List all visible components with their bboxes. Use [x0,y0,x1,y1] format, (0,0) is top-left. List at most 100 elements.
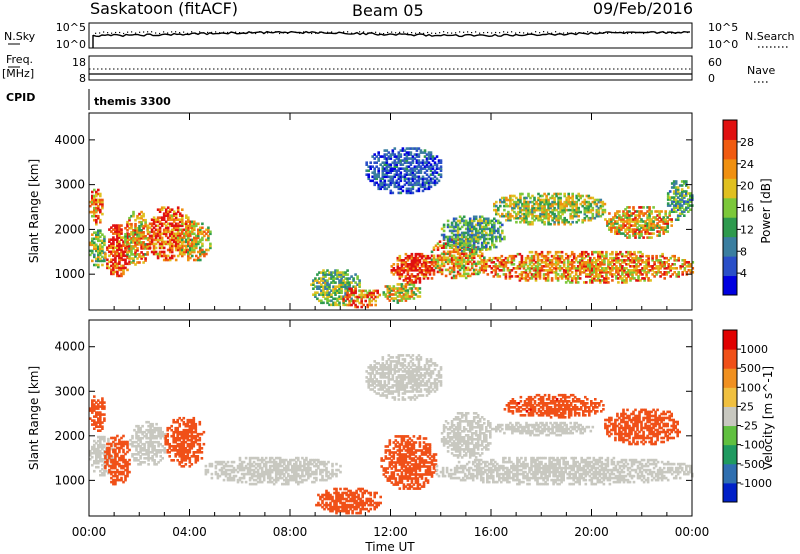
data-cell [593,216,597,220]
data-cell [673,256,676,260]
data-cell [553,206,556,210]
data-cell [480,231,484,235]
data-cell [199,250,202,254]
data-cell [389,153,393,156]
data-cell [189,252,192,256]
data-cell [678,214,682,217]
data-cell [496,265,500,268]
data-cell [101,459,104,463]
data-cell [418,261,422,264]
data-cell [571,192,574,196]
data-cell [468,254,472,258]
data-cell [578,261,582,264]
data-cell [103,437,106,441]
data-cell [645,261,648,264]
data-cell [99,423,102,426]
data-cell [683,196,686,199]
data-cell [456,231,460,235]
data-cell [434,258,438,262]
data-cell [633,250,636,254]
data-cell [521,204,524,208]
data-cell [350,293,353,297]
data-cell [144,235,147,238]
data-cell [142,226,145,230]
data-cell [398,275,402,278]
data-cell [536,261,540,264]
data-cell [434,244,438,247]
data-cell [187,216,190,219]
data-cell [544,259,548,262]
data-cell [637,279,640,282]
data-cell [381,169,385,172]
data-cell [454,274,458,278]
data-cell [346,295,349,299]
data-cell [644,220,647,223]
data-cell [120,246,123,249]
data-cell [122,258,125,262]
data-cell [462,272,466,276]
data-cell [412,281,416,284]
data-cell [124,442,127,446]
data-cell [93,243,96,247]
data-cell [112,248,115,251]
data-cell [399,187,403,191]
data-cell [93,461,96,465]
data-cell [318,277,321,280]
data-cell [436,258,440,262]
data-cell [387,155,391,158]
data-cell [620,216,623,219]
data-cell [135,424,138,428]
data-cell [659,254,662,258]
data-cell [157,428,160,432]
data-cell [595,208,599,212]
nsearch-point [543,31,545,33]
data-cell [659,271,662,274]
data-cell [340,283,343,286]
data-cell [427,187,431,191]
data-cell [522,261,526,264]
data-cell [460,256,464,260]
data-cell [120,454,123,458]
data-cell [655,265,658,268]
data-cell [114,232,117,235]
data-cell [101,443,104,447]
data-cell [620,218,623,221]
data-cell [555,194,558,198]
data-cell [135,453,138,456]
data-cell [599,281,602,284]
data-cell [164,232,168,236]
data-cell [666,194,670,197]
data-cell [478,250,482,254]
nsearch-point [359,31,361,33]
data-cell [396,283,400,286]
data-cell [139,461,142,464]
data-cell [611,256,614,260]
data-cell [431,157,435,160]
data-cell [460,231,464,235]
data-cell [456,219,460,223]
data-cell [536,259,540,262]
data-cell [110,444,113,448]
data-cell [185,230,188,234]
data-cell [402,267,406,270]
data-cell [181,218,184,221]
data-cell [409,177,413,181]
data-cell [124,239,127,242]
data-cell [591,269,594,272]
nsearch-point [447,32,449,34]
data-cell [414,269,418,272]
data-cell [160,236,164,240]
data-cell [99,192,102,196]
data-cell [116,264,119,268]
data-cell [132,257,135,260]
colorbar-tick-label: 24 [740,158,754,171]
nsearch-point [339,31,341,34]
data-cell [124,248,127,251]
data-cell [172,444,175,448]
data-cell [462,239,466,243]
data-cell [181,228,184,232]
data-cell [193,226,196,230]
data-cell [150,234,154,238]
data-cell [595,273,598,276]
data-cell [158,226,162,230]
